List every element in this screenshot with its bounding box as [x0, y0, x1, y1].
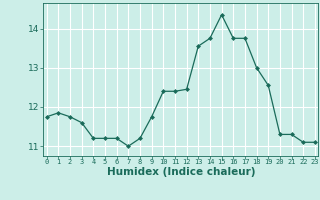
X-axis label: Humidex (Indice chaleur): Humidex (Indice chaleur)	[107, 167, 255, 177]
